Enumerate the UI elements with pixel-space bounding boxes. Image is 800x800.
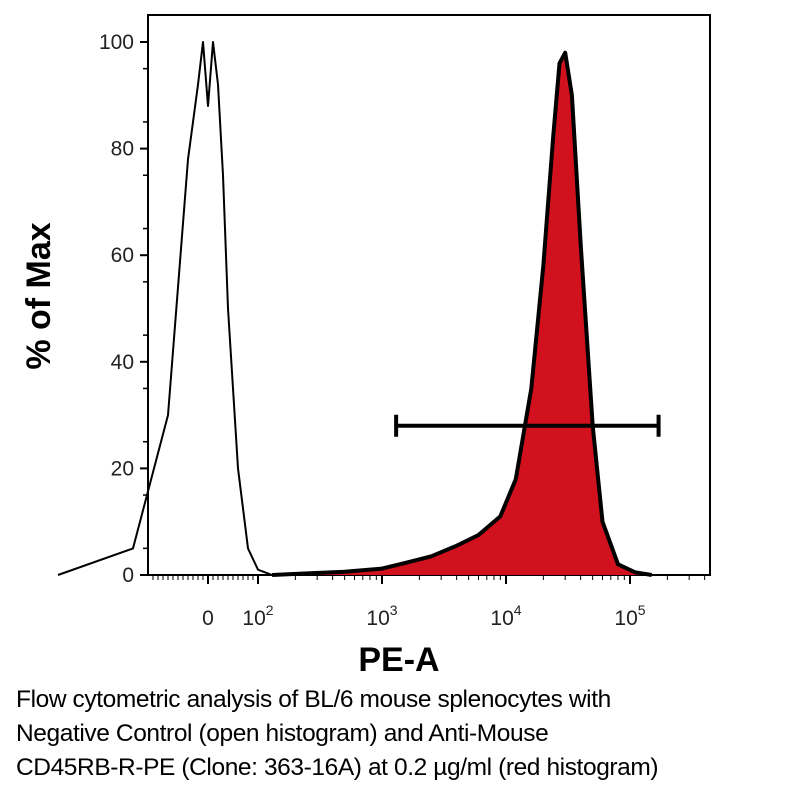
y-tick-label: 40 (111, 351, 134, 374)
x-axis-title: PE-A (358, 641, 439, 679)
y-axis-ticks: 0 20 40 60 80 100 (99, 31, 148, 587)
y-tick-label: 0 (122, 564, 134, 587)
caption-line: CD45RB-R-PE (Clone: 363-16A) at 0.2 µg/m… (16, 754, 659, 781)
y-tick-label: 100 (99, 31, 134, 54)
plot-frame (147, 14, 711, 576)
histogram-chart: 0 20 40 60 80 100 0 102 103 104 105 % of Max PE-A (20, 14, 711, 679)
y-tick-label: 20 (111, 457, 134, 480)
figure-caption: Flow cytometric analysis of BL/6 mouse s… (16, 683, 796, 785)
x-axis-ticks: 0 102 103 104 105 (152, 575, 706, 630)
caption-line: Negative Control (open histogram) and An… (16, 720, 549, 747)
y-axis-title: % of Max (20, 222, 58, 369)
stained-histogram (272, 50, 653, 577)
x-tick-label: 104 (490, 602, 521, 630)
caption-line: Flow cytometric analysis of BL/6 mouse s… (16, 686, 611, 713)
y-tick-label: 80 (111, 138, 134, 161)
x-tick-label: 102 (242, 602, 273, 630)
plot-content (57, 41, 661, 577)
x-tick-label: 105 (614, 602, 645, 630)
x-tick-label: 103 (366, 602, 397, 630)
y-tick-label: 60 (111, 244, 134, 267)
x-tick-label: 0 (202, 607, 214, 630)
